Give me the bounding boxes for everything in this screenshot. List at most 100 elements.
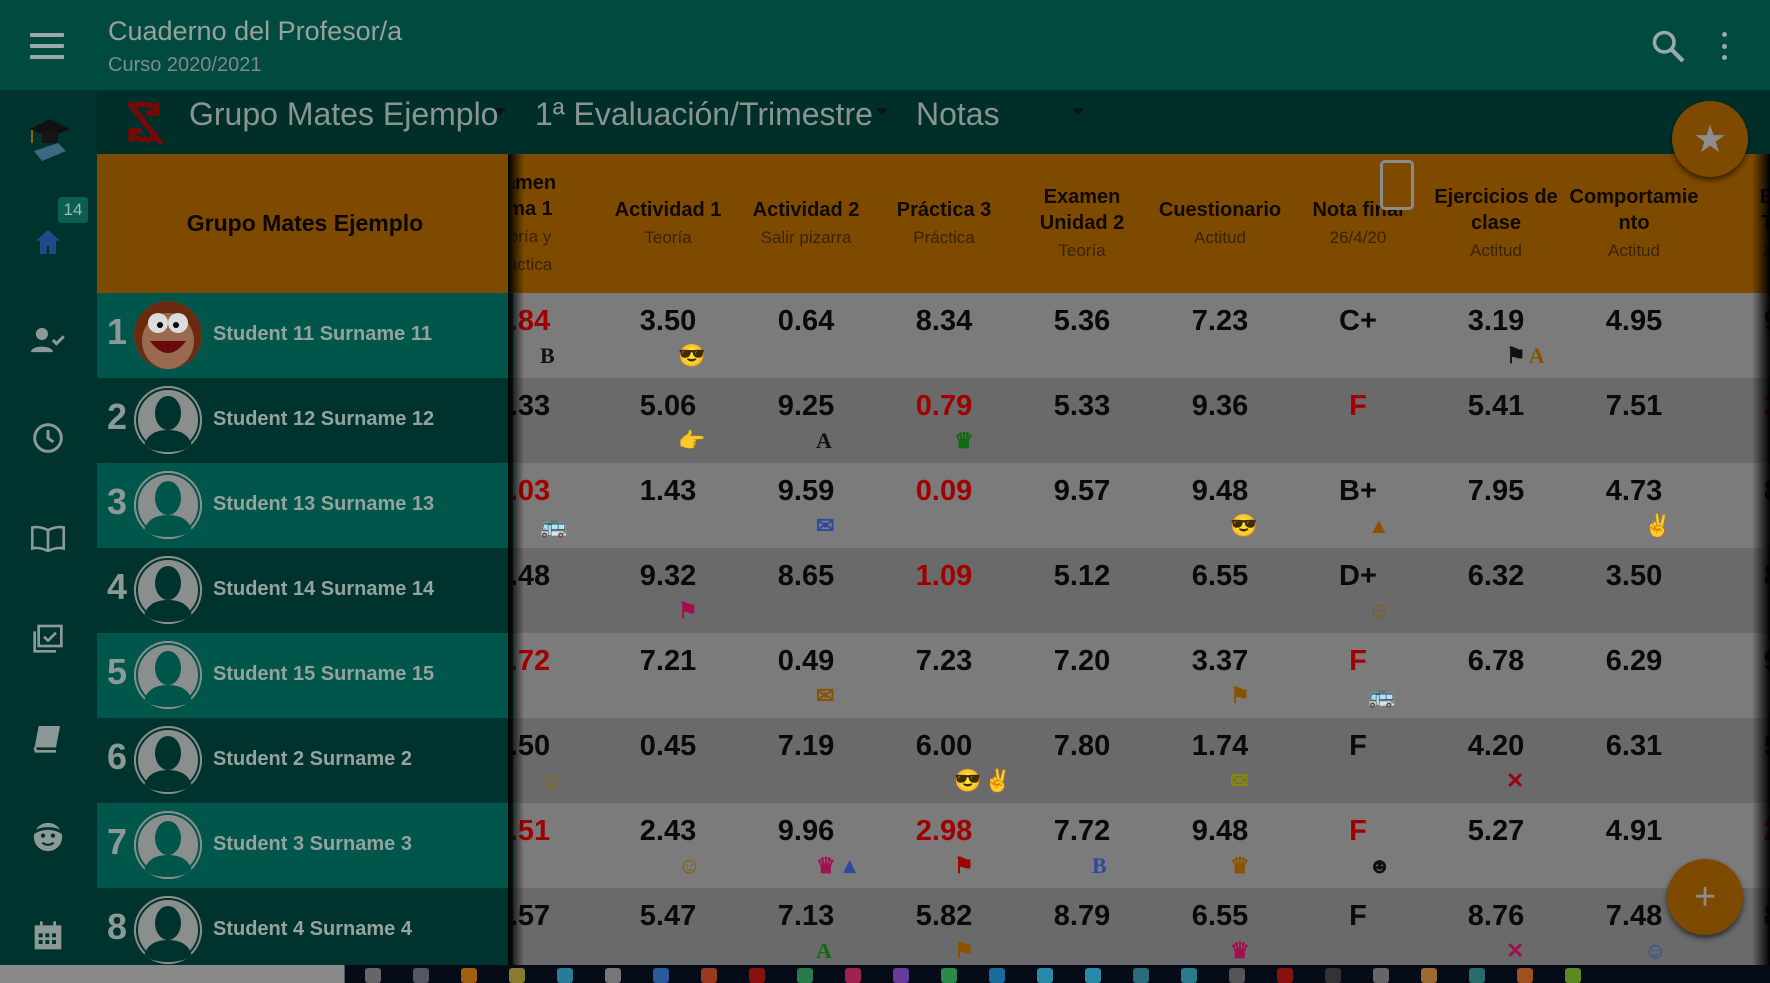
avatar[interactable] (134, 471, 202, 539)
avatar[interactable] (134, 301, 202, 369)
grade-cell[interactable]: 3.37 ⚑ (1151, 633, 1289, 718)
grade-cell[interactable]: 1.43 (599, 463, 737, 548)
taskbar-app-icon[interactable] (941, 968, 957, 983)
column-header[interactable]: Práctica 3 Práctica (875, 154, 1013, 293)
taskbar-app-icon[interactable] (605, 968, 621, 983)
grade-cell[interactable]: 8.79 (1013, 888, 1151, 965)
grade-cell[interactable]: 6.29 (1565, 633, 1703, 718)
grade-cell[interactable]: 4.20 ✕ (1427, 718, 1565, 803)
attendance-icon[interactable] (28, 320, 68, 360)
taskbar-app-icon[interactable] (1325, 968, 1341, 983)
avatar[interactable] (134, 811, 202, 879)
taskbar-app-icon[interactable] (845, 968, 861, 983)
grade-cell[interactable]: 6.78 (1427, 633, 1565, 718)
view-dropdown-arrow-icon[interactable] (1072, 108, 1084, 116)
grade-cell[interactable]: 9.25 A (737, 378, 875, 463)
grade-cell[interactable]: 6.55 ♛ (1151, 888, 1289, 965)
grade-cell[interactable]: 7.72 B (1013, 803, 1151, 888)
grade-cell[interactable]: .84 B (513, 293, 599, 378)
student-row[interactable]: 2 Student 12 Surname 12 (97, 378, 513, 463)
taskbar-app-icon[interactable] (701, 968, 717, 983)
grade-cell[interactable]: .51 (513, 803, 599, 888)
grade-cell[interactable]: 2.43 ☺ (599, 803, 737, 888)
grade-cell[interactable]: .33 (513, 378, 599, 463)
taskbar-app-icon[interactable] (1421, 968, 1437, 983)
grade-cell[interactable]: 9.32 ⚑ (599, 548, 737, 633)
grade-cell[interactable]: 7.19 (737, 718, 875, 803)
favorite-fab[interactable]: ★ (1672, 101, 1748, 177)
avatar[interactable] (134, 726, 202, 794)
column-header[interactable]: Actividad 2 Salir pizarra (737, 154, 875, 293)
taskbar-app-icon[interactable] (1517, 968, 1533, 983)
grade-cell[interactable]: 3.50 (1565, 548, 1703, 633)
grade-cell[interactable]: F 🚌 (1289, 633, 1427, 718)
grade-cell[interactable]: 5.27 (1427, 803, 1565, 888)
grade-cell[interactable]: B+ ▲ (1289, 463, 1427, 548)
grade-cell[interactable]: 0.49 ✉ (737, 633, 875, 718)
grade-cell[interactable]: .72 (513, 633, 599, 718)
group-dropdown-arrow-icon[interactable] (494, 108, 506, 116)
student-row[interactable]: 4 Student 14 Surname 14 (97, 548, 513, 633)
book-icon[interactable] (28, 718, 68, 758)
student-row[interactable]: 6 Student 2 Surname 2 (97, 718, 513, 803)
grade-cell[interactable]: 0.64 (737, 293, 875, 378)
taskbar-app-icon[interactable] (1373, 968, 1389, 983)
taskbar-app-icon[interactable] (1085, 968, 1101, 983)
grade-cell[interactable]: 1.09 (875, 548, 1013, 633)
grade-cell[interactable]: 8.76 ✕ (1427, 888, 1565, 965)
taskbar-app-icon[interactable] (461, 968, 477, 983)
grade-cell[interactable]: 7.20 (1013, 633, 1151, 718)
avatar[interactable] (134, 386, 202, 454)
menu-icon[interactable] (30, 33, 64, 59)
taskbar-app-icon[interactable] (1037, 968, 1053, 983)
grade-cell[interactable]: 4.91 (1565, 803, 1703, 888)
taskbar-app-icon[interactable] (749, 968, 765, 983)
grade-cell[interactable]: 4.95 (1565, 293, 1703, 378)
grade-cell[interactable]: 0.09 (875, 463, 1013, 548)
student-row[interactable]: 1 Student 11 Surname 11 (97, 293, 513, 378)
grade-cell[interactable]: 7.95 (1427, 463, 1565, 548)
taskbar-app-icon[interactable] (413, 968, 429, 983)
grade-cell[interactable]: 9.59 ✉ (737, 463, 875, 548)
grade-cell[interactable]: 9.96 ♛ ▲ (737, 803, 875, 888)
taskbar-app-icon[interactable] (1133, 968, 1149, 983)
grade-cell[interactable]: 5.82 ⚑ (875, 888, 1013, 965)
grade-cell[interactable]: 6.32 (1427, 548, 1565, 633)
column-header[interactable]: Ejercicios de clase Actitud (1427, 154, 1565, 293)
calculator-icon[interactable] (1380, 160, 1414, 210)
grade-cell[interactable]: F (1289, 888, 1427, 965)
grade-cell[interactable]: 5.12 (1013, 548, 1151, 633)
grade-cell[interactable]: F (1289, 378, 1427, 463)
grade-cell[interactable]: 9.48 😎 (1151, 463, 1289, 548)
avatar[interactable] (134, 641, 202, 709)
student-row[interactable]: 7 Student 3 Surname 3 (97, 803, 513, 888)
grade-cell[interactable]: 8.65 (737, 548, 875, 633)
taskbar-app-icon[interactable] (1277, 968, 1293, 983)
taskbar-app-icon[interactable] (989, 968, 1005, 983)
grade-cell[interactable]: 7.21 (599, 633, 737, 718)
grade-cell[interactable]: .50 ☺ (513, 718, 599, 803)
grade-cell[interactable]: .48 (513, 548, 599, 633)
grade-cell[interactable]: 3.50 😎 (599, 293, 737, 378)
clock-icon[interactable] (28, 418, 68, 458)
grade-cell[interactable]: 4.73 ✌ (1565, 463, 1703, 548)
column-header[interactable]: Actividad 1 Teoría (599, 154, 737, 293)
grade-cell[interactable]: D+ ☺ (1289, 548, 1427, 633)
taskbar-app-icon[interactable] (557, 968, 573, 983)
grade-cell[interactable]: 5.41 (1427, 378, 1565, 463)
taskbar-app-icon[interactable] (797, 968, 813, 983)
student-row[interactable]: 5 Student 15 Surname 15 (97, 633, 513, 718)
grade-cell[interactable]: 0.79 ♛ (875, 378, 1013, 463)
student-row[interactable]: 8 Student 4 Surname 4 (97, 888, 513, 965)
sync-disabled-icon[interactable] (118, 96, 170, 148)
grade-cell[interactable]: 0.45 (599, 718, 737, 803)
calendar-icon[interactable] (28, 916, 68, 956)
group-dropdown[interactable]: Grupo Mates Ejemplo (189, 96, 499, 132)
grade-cell[interactable]: 5.47 (599, 888, 737, 965)
column-header[interactable]: Comportamie nto Actitud (1565, 154, 1703, 293)
taskbar-app-icon[interactable] (653, 968, 669, 983)
grade-cell[interactable]: .57 (513, 888, 599, 965)
view-dropdown[interactable]: Notas (916, 96, 1000, 132)
student-row[interactable]: 3 Student 13 Surname 13 (97, 463, 513, 548)
grade-cell[interactable]: 7.13 A (737, 888, 875, 965)
